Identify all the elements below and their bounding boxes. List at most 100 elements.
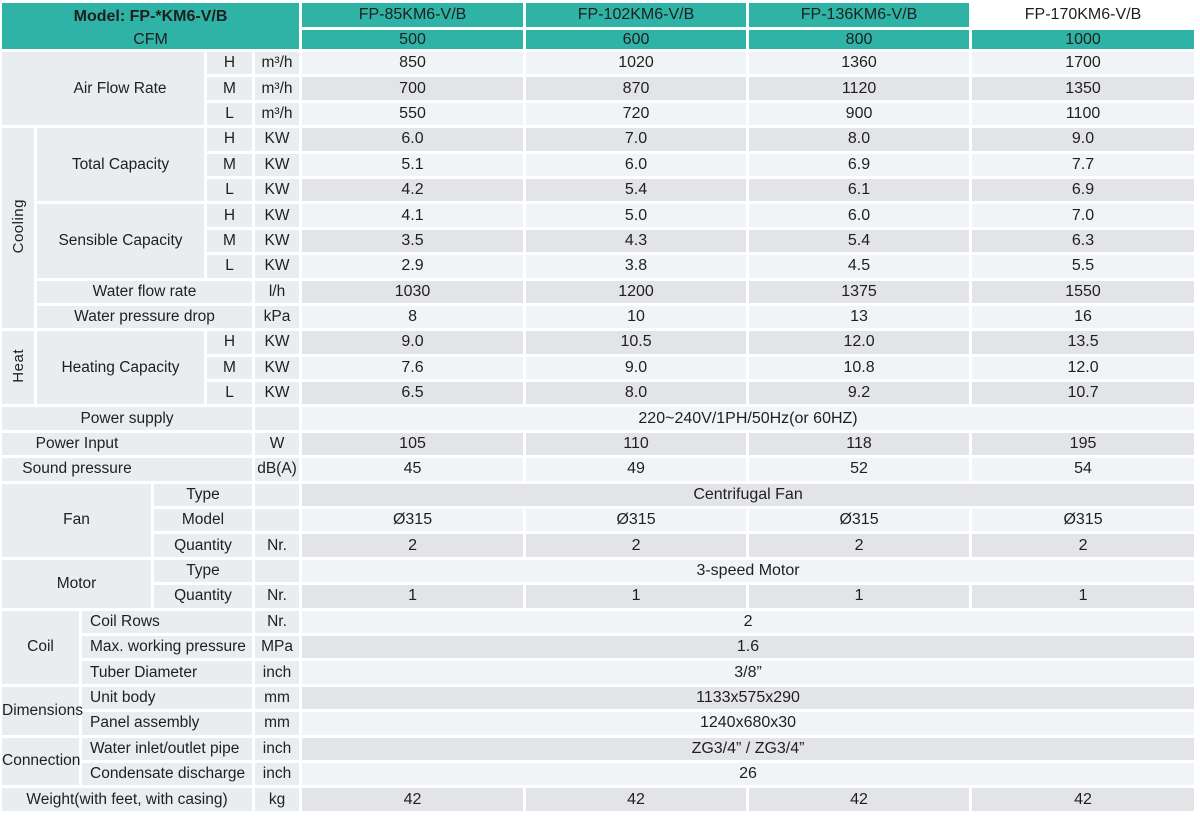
cell-value: 6.3 — [972, 229, 1198, 256]
cell-value: 4.5 — [749, 255, 973, 281]
unit-kw: KW — [255, 331, 303, 357]
coil-rows-value: 2 — [302, 610, 1198, 636]
fan-group-label: Fan — [2, 483, 154, 560]
row-airflow-l: L m³/h 550 720 900 1100 — [2, 102, 1198, 129]
speed-h-label: H — [207, 128, 255, 154]
unit-inch: inch — [255, 737, 303, 763]
water-pressure-drop-label: Water pressure drop — [37, 305, 255, 332]
speed-m-label: M — [207, 356, 255, 383]
cell-value: 12.0 — [972, 356, 1198, 383]
motor-group-label: Motor — [2, 559, 154, 611]
cell-value: 5.5 — [972, 255, 1198, 281]
cell-value: Ø315 — [302, 509, 527, 535]
unit-empty — [255, 559, 303, 586]
cell-value: 6.0 — [526, 153, 750, 179]
cell-value: 4.2 — [302, 178, 527, 205]
cfm-value-2: 600 — [526, 30, 750, 52]
unit-inch: inch — [255, 762, 303, 789]
cell-value: 1200 — [526, 280, 750, 306]
cell-value: 118 — [749, 432, 973, 459]
unit-kw: KW — [255, 128, 303, 154]
unit-nr: Nr. — [255, 585, 303, 611]
unit-kw: KW — [255, 255, 303, 281]
cell-value: 7.0 — [972, 204, 1198, 230]
cell-value: 1 — [526, 585, 750, 611]
cell-value: 9.0 — [302, 331, 527, 357]
row-weight: Weight(with feet, with casing) kg 42 42 … — [2, 788, 1198, 814]
row-sensible-capacity-l: L KW 2.9 3.8 4.5 5.5 — [2, 255, 1198, 281]
water-inlet-outlet-label: Water inlet/outlet pipe — [82, 737, 255, 763]
cell-value: 12.0 — [749, 331, 973, 357]
row-total-capacity-h: Cooling Total Capacity H KW 6.0 7.0 8.0 … — [2, 128, 1198, 332]
cell-value: 6.1 — [749, 178, 973, 205]
unit-kw: KW — [255, 153, 303, 179]
sensible-capacity-label: Sensible Capacity — [37, 204, 207, 281]
cell-value: 700 — [302, 77, 527, 103]
header-row-models: Model: FP-*KM6-V/B CFM FP-85KM6-V/B FP-1… — [2, 3, 1198, 52]
heat-group-label: Heat — [2, 331, 37, 408]
cfm-value-1: 500 — [302, 30, 527, 52]
cell-value: 2.9 — [302, 255, 527, 281]
cell-value: 4.1 — [302, 204, 527, 230]
row-coil-rows: Coil Coil Rows Nr. 2 — [2, 610, 1198, 687]
unit-mm: mm — [255, 686, 303, 713]
condensate-discharge-label: Condensate discharge — [82, 762, 255, 789]
sound-pressure-label: Sound pressure — [2, 458, 255, 484]
unit-lh: l/h — [255, 280, 303, 306]
cell-value: 850 — [302, 52, 527, 78]
unit-m3h: m³/h — [255, 102, 303, 129]
model-series-label: Model: FP-*KM6-V/B — [73, 7, 228, 25]
cell-value: 54 — [972, 458, 1198, 484]
heating-capacity-label: Heating Capacity — [37, 331, 207, 408]
cell-value: 49 — [526, 458, 750, 484]
cell-value: 1 — [972, 585, 1198, 611]
cell-value: 1550 — [972, 280, 1198, 306]
cell-value: 195 — [972, 432, 1198, 459]
water-flow-rate-label: Water flow rate — [37, 280, 255, 306]
power-supply-label: Power supply — [2, 407, 255, 433]
cell-value: 16 — [972, 305, 1198, 332]
motor-type-label: Type — [154, 559, 255, 586]
fan-type-value: Centrifugal Fan — [302, 483, 1198, 510]
unit-nr: Nr. — [255, 610, 303, 636]
cell-value: 6.0 — [749, 204, 973, 230]
coil-rows-label: Coil Rows — [82, 610, 255, 636]
row-sound-pressure: Sound pressure dB(A) 45 49 52 54 — [2, 458, 1198, 484]
cell-value: 10 — [526, 305, 750, 332]
header-row-cfm: 500 600 800 1000 — [2, 30, 1198, 52]
cell-value: 3.5 — [302, 229, 527, 256]
unit-empty — [255, 407, 303, 433]
speed-l-label: L — [207, 102, 255, 129]
cell-value: 105 — [302, 432, 527, 459]
cell-value: 10.8 — [749, 356, 973, 383]
power-supply-value: 220~240V/1PH/50Hz(or 60HZ) — [302, 407, 1198, 433]
cell-value: 1030 — [302, 280, 527, 306]
row-power-supply: Power supply 220~240V/1PH/50Hz(or 60HZ) — [2, 407, 1198, 433]
cell-value: 8.0 — [749, 128, 973, 154]
cell-value: 900 — [749, 102, 973, 129]
cell-value: 42 — [749, 788, 973, 814]
cooling-vertical-text: Cooling — [9, 198, 27, 253]
cell-value: 8 — [302, 305, 527, 332]
speed-l-label: L — [207, 178, 255, 205]
row-fan-type: Fan Type Centrifugal Fan — [2, 483, 1198, 560]
speed-h-label: H — [207, 331, 255, 357]
cell-value: 5.0 — [526, 204, 750, 230]
cooling-group-label: Cooling — [2, 128, 37, 332]
cell-value: 8.0 — [526, 382, 750, 408]
cell-value: 1360 — [749, 52, 973, 78]
cell-value: 6.9 — [972, 178, 1198, 205]
unit-empty — [255, 483, 303, 510]
speed-h-label: H — [207, 52, 255, 78]
cell-value: 10.7 — [972, 382, 1198, 408]
cell-value: 13 — [749, 305, 973, 332]
cell-value: 1 — [749, 585, 973, 611]
spec-table: Model: FP-*KM6-V/B CFM FP-85KM6-V/B FP-1… — [2, 3, 1198, 814]
model-cfm-header-cell: Model: FP-*KM6-V/B CFM — [2, 3, 303, 52]
cell-value: 1 — [302, 585, 527, 611]
cell-value: Ø315 — [749, 509, 973, 535]
column-header-model-1: FP-85KM6-V/B — [302, 3, 527, 30]
cell-value: 42 — [302, 788, 527, 814]
fan-quantity-label: Quantity — [154, 534, 255, 560]
cell-value: 720 — [526, 102, 750, 129]
